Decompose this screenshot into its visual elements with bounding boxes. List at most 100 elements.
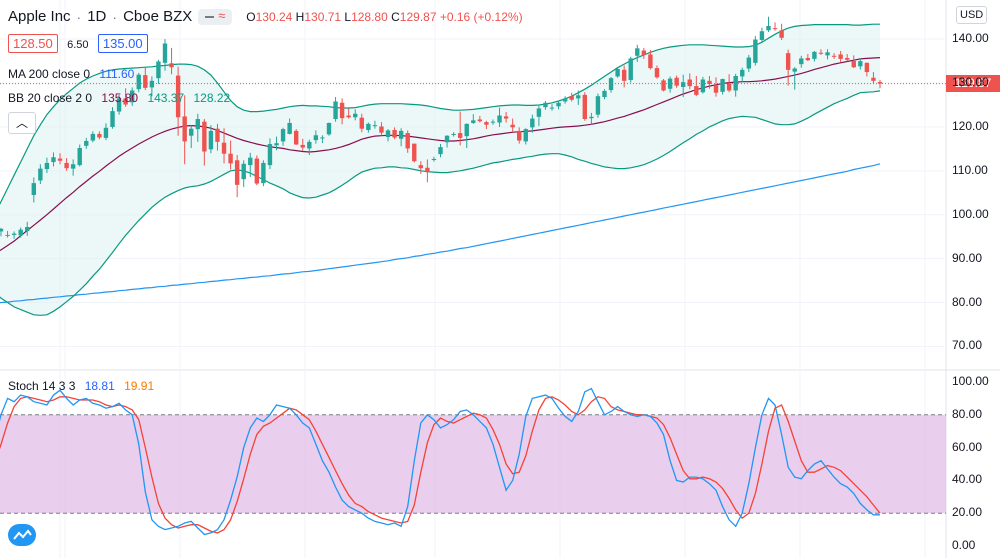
candle-body (346, 115, 351, 118)
candle-body (687, 79, 692, 87)
candle (280, 127, 286, 146)
candle-body (254, 158, 260, 184)
candle-body (628, 58, 633, 80)
candle-body (720, 79, 725, 92)
candle (720, 78, 725, 95)
candle (359, 113, 364, 133)
change-value: +0.16 (+0.12%) (439, 9, 523, 24)
exchange: Cboe BZX (123, 8, 193, 25)
candle-body (110, 111, 115, 127)
candle-body (595, 96, 601, 115)
price-tick-label: 80.00 (952, 294, 983, 309)
candle (64, 158, 69, 171)
candle-body (444, 135, 450, 143)
candle (189, 125, 194, 148)
candle-body (556, 102, 561, 107)
candle (845, 54, 850, 62)
candle (149, 76, 155, 97)
candle (307, 139, 312, 156)
candle (536, 105, 542, 127)
candle-body (805, 58, 811, 61)
candle-body (425, 167, 430, 173)
candle-body (812, 51, 817, 59)
candle (517, 127, 522, 144)
candle (293, 129, 299, 145)
candle-body (18, 229, 23, 236)
candle (497, 107, 502, 127)
sell-price-button[interactable]: 128.50 (8, 34, 58, 53)
candle-body (149, 80, 155, 88)
candle (490, 119, 496, 125)
candle-body (654, 68, 660, 78)
price-tick-label: 140.00 (952, 31, 989, 46)
candle (0, 227, 4, 237)
stoch-legend[interactable]: Stoch 14 3 3 18.81 19.91 (8, 379, 154, 393)
chart-type-toggle[interactable]: ≈ (198, 8, 233, 25)
candle (687, 73, 692, 90)
candle (444, 135, 450, 148)
candle-body (418, 165, 424, 169)
candle (143, 67, 148, 91)
bb-legend[interactable]: BB 20 close 2 0 135.80 143.37 128.22 (8, 91, 230, 105)
bollinger-band-fill (0, 24, 880, 316)
ma-legend[interactable]: MA 200 close 0 111.60 (8, 67, 134, 81)
candle (195, 113, 200, 142)
candle-body (202, 121, 207, 152)
collapse-legend-button[interactable]: ︿ (8, 112, 36, 134)
candle (18, 227, 23, 238)
dot-separator: · (112, 8, 118, 25)
interval[interactable]: 1D (87, 8, 107, 25)
high-value: 130.71 (304, 9, 342, 24)
candle (208, 125, 214, 154)
candle (162, 39, 168, 71)
candle (477, 115, 483, 123)
candle-body (845, 58, 850, 60)
candle-body (274, 143, 279, 146)
candle-body (635, 48, 640, 56)
candle-body (11, 233, 17, 235)
candle-body (261, 162, 266, 184)
candle (451, 132, 456, 137)
candle-body (300, 144, 305, 148)
candle (635, 44, 640, 62)
candle-body (648, 54, 653, 69)
candle (234, 155, 240, 198)
candle (805, 54, 811, 62)
candle-body (858, 61, 863, 67)
candle (97, 131, 102, 140)
candle-body (44, 162, 50, 170)
candle (766, 16, 771, 33)
bb-upper-value: 143.37 (147, 91, 185, 105)
tradingview-logo-icon[interactable] (8, 524, 36, 546)
indicator-lines (0, 23, 881, 316)
candle (84, 137, 89, 149)
candle (320, 135, 325, 144)
candle (25, 221, 30, 236)
symbol-name[interactable]: Apple Inc (8, 8, 71, 25)
buy-price-button[interactable]: 135.00 (97, 34, 148, 53)
candle (300, 138, 305, 151)
symbol-header: Apple Inc · 1D · Cboe BZX ≈ O130.24 H130… (8, 8, 523, 26)
stoch-k-line (0, 387, 880, 536)
candle-body (280, 129, 286, 142)
candle (740, 67, 745, 83)
candle (503, 112, 509, 123)
candle-body (510, 124, 515, 128)
stoch-band (0, 414, 946, 514)
candle (484, 120, 489, 130)
candle (753, 36, 758, 66)
candle (287, 118, 292, 135)
candle (44, 157, 50, 174)
candle-body (569, 96, 574, 100)
stoch-tick-label: 0.00 (952, 538, 976, 552)
currency-button[interactable]: USD (956, 6, 988, 24)
candle (674, 75, 679, 88)
price-tick-label: 120.00 (952, 118, 989, 133)
candle (169, 47, 174, 75)
candle-body (438, 147, 443, 155)
candle-body (248, 157, 253, 166)
candle (51, 152, 56, 167)
candle (261, 160, 266, 187)
candle-body (326, 122, 332, 135)
